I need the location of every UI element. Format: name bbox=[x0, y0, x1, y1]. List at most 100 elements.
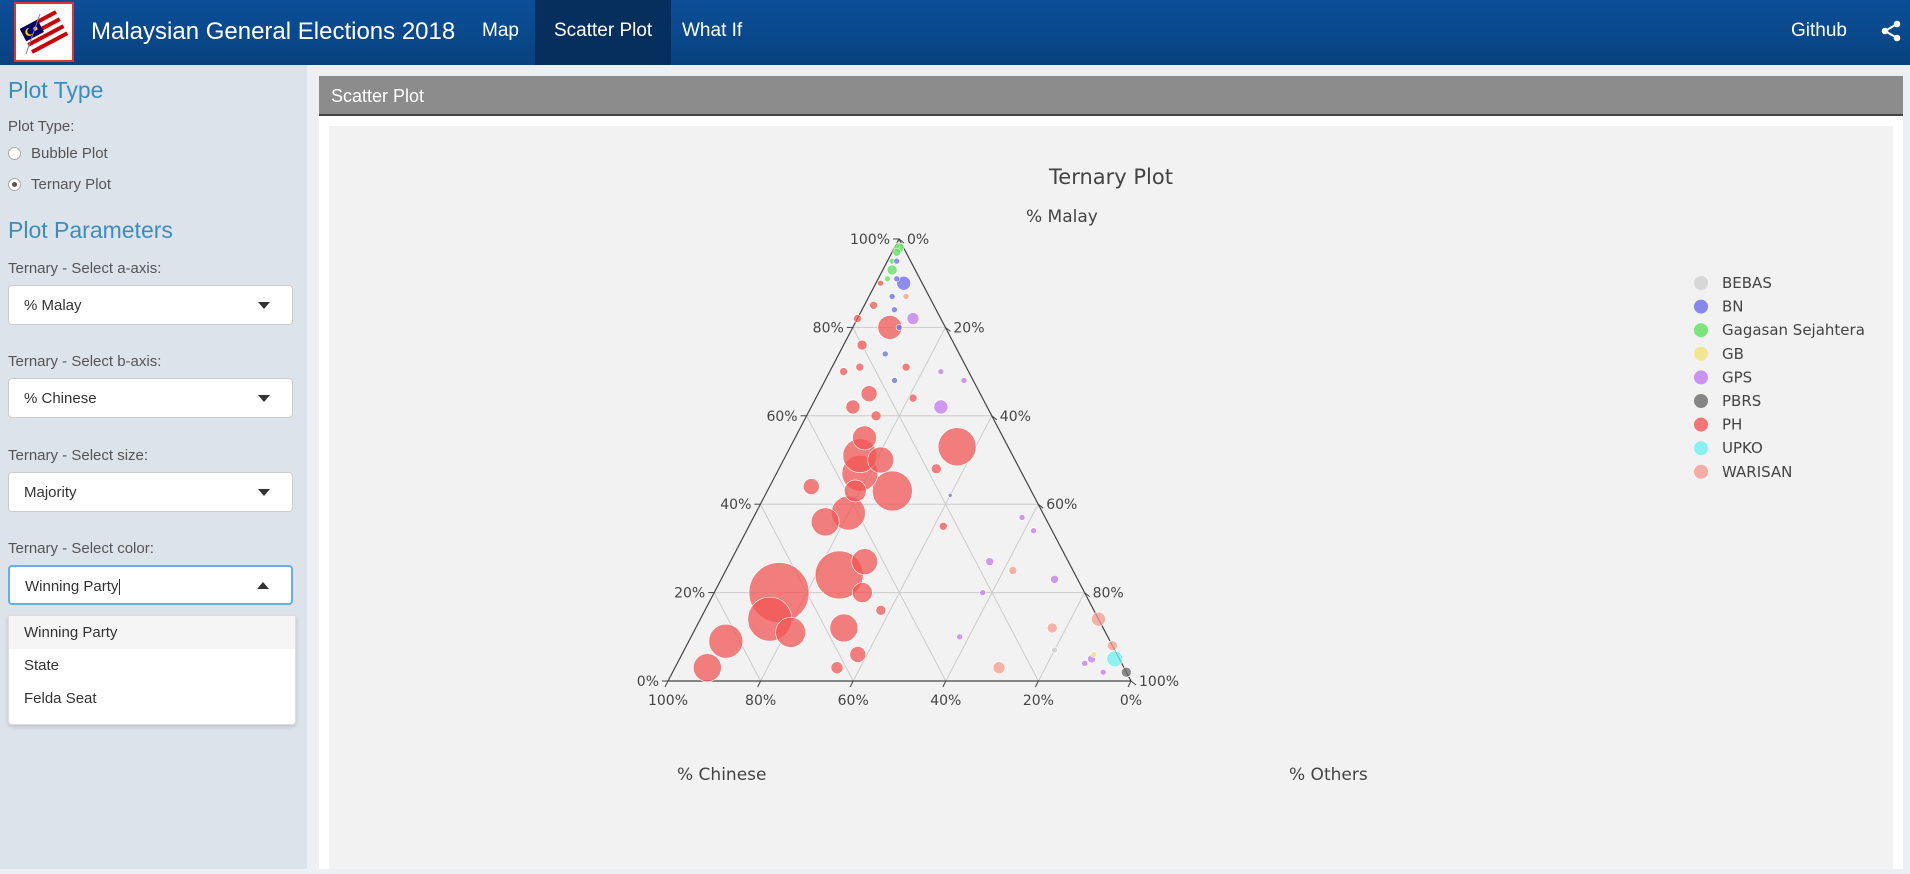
data-point bbox=[856, 339, 868, 351]
data-point bbox=[860, 385, 878, 403]
a-axis-value: % Malay bbox=[24, 297, 82, 314]
data-point bbox=[937, 368, 945, 375]
c-tick-mark bbox=[945, 327, 951, 332]
triangle-frame bbox=[667, 237, 1132, 682]
ternary-chart: Ternary Plot 0% 0% 0% 20% 20% 20% 40% 40% 40% 60%… bbox=[637, 165, 1865, 785]
data-point bbox=[893, 257, 901, 265]
legend-marker bbox=[1694, 323, 1708, 338]
color-label: Ternary - Select color: bbox=[8, 540, 154, 557]
legend-marker bbox=[1694, 276, 1708, 290]
top-navbar: Malaysian General Elections 2018 Map Sca… bbox=[0, 0, 1910, 65]
nav-github[interactable]: Github bbox=[1791, 20, 1847, 41]
radio-ternary-plot[interactable]: Ternary Plot bbox=[8, 176, 111, 193]
b-tick-label: 100% bbox=[648, 693, 688, 709]
data-point bbox=[895, 324, 903, 331]
color-select-input[interactable]: Winning Party bbox=[25, 578, 121, 596]
a-axis-label: Ternary - Select a-axis: bbox=[8, 260, 162, 277]
data-point bbox=[930, 463, 942, 475]
data-point bbox=[1050, 575, 1059, 584]
data-point bbox=[1107, 640, 1118, 651]
data-point bbox=[830, 661, 844, 675]
data-point bbox=[814, 550, 864, 600]
data-point bbox=[872, 470, 913, 512]
b-tick-label: 0% bbox=[1120, 693, 1142, 709]
chart-points bbox=[693, 242, 1132, 683]
data-point bbox=[855, 362, 865, 372]
b-tick-mark bbox=[942, 680, 947, 688]
size-value: Majority bbox=[24, 484, 77, 501]
data-point bbox=[893, 275, 901, 283]
data-point bbox=[852, 425, 877, 451]
radio-button-checked[interactable] bbox=[8, 178, 21, 191]
c-tick-label: 80% bbox=[1093, 586, 1124, 602]
b-tick-label: 20% bbox=[1023, 693, 1054, 709]
size-select[interactable]: Majority bbox=[8, 472, 293, 512]
legend-label: BN bbox=[1722, 298, 1744, 316]
data-point bbox=[1030, 527, 1037, 535]
nav-scatter-plot[interactable]: Scatter Plot bbox=[535, 0, 672, 65]
data-point bbox=[902, 293, 910, 300]
legend-marker bbox=[1694, 441, 1708, 456]
chevron-down-icon bbox=[258, 489, 270, 496]
a-tick-label: 40% bbox=[720, 497, 751, 513]
chart-grid bbox=[667, 237, 1132, 682]
radio-bubble-plot[interactable]: Bubble Plot bbox=[8, 145, 108, 162]
b-tick-label: 40% bbox=[930, 693, 961, 709]
data-point bbox=[881, 350, 889, 358]
legend-marker bbox=[1694, 394, 1708, 408]
radio-button[interactable] bbox=[8, 147, 21, 160]
legend-marker bbox=[1694, 370, 1708, 385]
chart-ticks: 0% 0% 0% 20% 20% 20% 40% 40% 40% 60% 60% 60% 80% 80% 8… bbox=[637, 232, 1179, 709]
data-point bbox=[884, 275, 891, 283]
b-tick-mark bbox=[849, 680, 854, 688]
data-point bbox=[891, 377, 898, 384]
a-tick-label: 100% bbox=[850, 232, 890, 248]
c-tick-mark bbox=[1037, 503, 1044, 509]
legend-marker bbox=[1694, 299, 1708, 314]
b-axis-select[interactable]: % Chinese bbox=[8, 378, 293, 418]
legend-marker bbox=[1694, 346, 1708, 361]
data-point bbox=[869, 301, 878, 310]
share-icon[interactable] bbox=[1880, 20, 1902, 42]
a-tick-label: 20% bbox=[674, 586, 705, 602]
data-point bbox=[906, 312, 920, 325]
a-tick-label: 80% bbox=[813, 320, 844, 336]
nav-map[interactable]: Map bbox=[482, 20, 519, 41]
c-tick-mark bbox=[991, 415, 998, 421]
data-point bbox=[810, 507, 840, 537]
size-label: Ternary - Select size: bbox=[8, 447, 149, 464]
data-point bbox=[875, 604, 887, 616]
b-tick-label: 80% bbox=[745, 693, 776, 709]
data-point bbox=[1121, 666, 1132, 678]
data-point bbox=[939, 521, 948, 531]
data-point bbox=[886, 264, 898, 276]
c-tick-mark bbox=[1084, 592, 1090, 597]
c-tick-label: 100% bbox=[1139, 674, 1179, 690]
gridline-c bbox=[1037, 592, 1086, 682]
data-point bbox=[985, 557, 994, 566]
c-axis-title: % Others bbox=[1289, 765, 1368, 785]
a-tick-label: 0% bbox=[637, 674, 659, 690]
dropdown-option-state[interactable]: State bbox=[24, 657, 60, 674]
a-tick-label: 60% bbox=[766, 409, 797, 425]
nav-what-if[interactable]: What If bbox=[682, 20, 743, 41]
dropdown-option-felda-seat[interactable]: Felda Seat bbox=[24, 690, 97, 707]
color-select[interactable]: Winning Party bbox=[8, 565, 293, 605]
data-point bbox=[891, 306, 898, 314]
data-point bbox=[1008, 566, 1018, 575]
data-point bbox=[870, 410, 882, 422]
data-point bbox=[708, 623, 744, 659]
data-point bbox=[896, 275, 911, 291]
plot-area: Ternary Plot 0% 0% 0% 20% 20% 20% 40% 40% 40% 60%… bbox=[329, 126, 1893, 869]
b-axis-title: % Chinese bbox=[677, 765, 766, 785]
a-axis-select[interactable]: % Malay bbox=[8, 285, 293, 325]
data-point bbox=[849, 646, 867, 663]
panel-title: Scatter Plot bbox=[319, 76, 1903, 116]
data-point bbox=[901, 362, 911, 372]
legend-label: BEBAS bbox=[1722, 274, 1772, 292]
data-point bbox=[839, 367, 848, 376]
b-tick-mark bbox=[1034, 680, 1039, 688]
data-point bbox=[960, 377, 968, 384]
dropdown-option-winning-party[interactable]: Winning Party bbox=[9, 616, 295, 649]
data-point bbox=[908, 393, 918, 403]
